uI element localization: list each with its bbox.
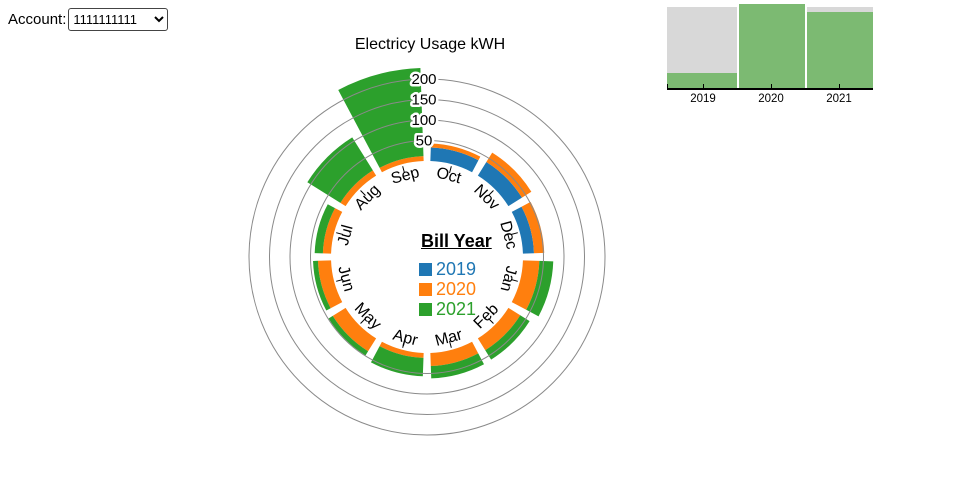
usage-arc-dec-2019 <box>511 206 535 254</box>
usage-arc-feb-2021 <box>485 315 530 360</box>
mini-axis-tick-2019 <box>703 84 704 88</box>
radial-tick-label-100: 100 <box>411 112 436 129</box>
legend-entry-2019: 2019 <box>419 259 492 279</box>
usage-arc-apr-2021 <box>370 346 424 377</box>
month-label-jul: Jul <box>335 223 357 247</box>
legend-label-2020: 2020 <box>436 279 477 299</box>
account-select[interactable]: 1111111111 <box>68 8 169 31</box>
month-label-apr: Apr <box>391 327 420 350</box>
legend-label-2019: 2019 <box>436 259 477 279</box>
grid-ring-200 <box>248 78 606 436</box>
year-bar-2021 <box>807 12 873 88</box>
radial-tick-label-50: 50 <box>416 133 433 150</box>
month-tick-dec <box>510 232 518 235</box>
usage-arc-aug-2020 <box>340 170 377 207</box>
mini-axis-tick-2020 <box>771 84 772 88</box>
mini-axis-label-2021: 2021 <box>826 93 852 105</box>
month-tick-apr <box>402 340 405 348</box>
month-label-mar: Mar <box>433 326 465 350</box>
usage-arc-nov-2019 <box>477 162 522 207</box>
legend-label-2021: 2021 <box>436 299 477 319</box>
usage-arc-jul-2020 <box>322 208 343 254</box>
month-label-oct: Oct <box>435 164 464 187</box>
usage-arc-mar-2020 <box>430 341 479 367</box>
usage-arc-oct-2020 <box>430 143 481 161</box>
usage-arc-may-2021 <box>328 315 369 356</box>
usage-arc-apr-2020 <box>379 341 424 358</box>
year-bar-2020 <box>739 4 805 88</box>
mini-axis-tick-2021 <box>839 84 840 88</box>
month-tick-jul <box>336 232 344 235</box>
month-tick-feb <box>488 318 494 324</box>
month-tick-jun <box>336 279 344 282</box>
grid-ring-50 <box>310 140 544 374</box>
mini-axis-label-2020: 2020 <box>758 93 784 105</box>
legend-entry-2020: 2020 <box>419 279 492 299</box>
month-tick-nov <box>488 190 494 196</box>
month-tick-jan <box>510 279 518 282</box>
month-label-jun: Jun <box>334 264 357 293</box>
month-label-jan: Jan <box>497 264 520 293</box>
month-tick-mar <box>449 340 452 348</box>
chart-title: Electricy Usage kWH <box>354 36 506 53</box>
bill-year-legend: Bill Year 2019 2020 2021 <box>419 231 492 319</box>
grid-ring-150 <box>269 99 585 415</box>
radial-usage-chart: OctNovDecJanFebMarAprMayJunJulAugSep5010… <box>248 68 606 436</box>
year-column-2019 <box>667 4 737 88</box>
usage-arc-jul-2021 <box>314 204 335 254</box>
year-column-2021 <box>807 4 873 88</box>
yearly-total-chart: 2019 2020 2021 <box>667 4 873 114</box>
month-label-dec: Dec <box>496 219 520 251</box>
usage-arc-jan-2020 <box>511 260 540 310</box>
usage-arc-sep-2020 <box>379 156 424 173</box>
usage-arc-jan-2021 <box>526 260 554 317</box>
grid-ring-100 <box>289 119 565 395</box>
year-bar-2019 <box>667 73 737 88</box>
mini-x-axis <box>667 88 873 90</box>
account-bar: Account: 1111111111 <box>8 8 169 31</box>
mini-axis-label-2019: 2019 <box>690 93 716 105</box>
legend-swatch-2019 <box>419 262 432 276</box>
usage-arc-oct-2019 <box>430 147 479 173</box>
legend-swatch-2021 <box>419 302 432 316</box>
month-label-sep: Sep <box>389 164 421 188</box>
usage-arc-jun-2021 <box>313 260 331 311</box>
usage-arc-feb-2020 <box>477 307 521 351</box>
month-tick-sep <box>402 166 405 174</box>
legend-title: Bill Year <box>421 231 492 251</box>
radial-tick-label-200: 200 <box>411 71 436 88</box>
radial-tick-label-150: 150 <box>411 92 436 109</box>
usage-arc-may-2020 <box>332 307 377 352</box>
legend-entry-2021: 2021 <box>419 299 492 319</box>
mini-axis-start-tick <box>667 84 668 88</box>
usage-arc-dec-2020 <box>521 201 545 254</box>
month-tick-may <box>360 318 366 324</box>
account-label: Account: <box>8 11 67 28</box>
year-column-2020 <box>739 4 805 88</box>
usage-arc-jun-2020 <box>317 260 343 309</box>
usage-arc-aug-2021 <box>307 137 373 203</box>
month-tick-oct <box>449 166 452 174</box>
legend-swatch-2020 <box>419 282 432 296</box>
month-tick-aug <box>360 190 366 196</box>
